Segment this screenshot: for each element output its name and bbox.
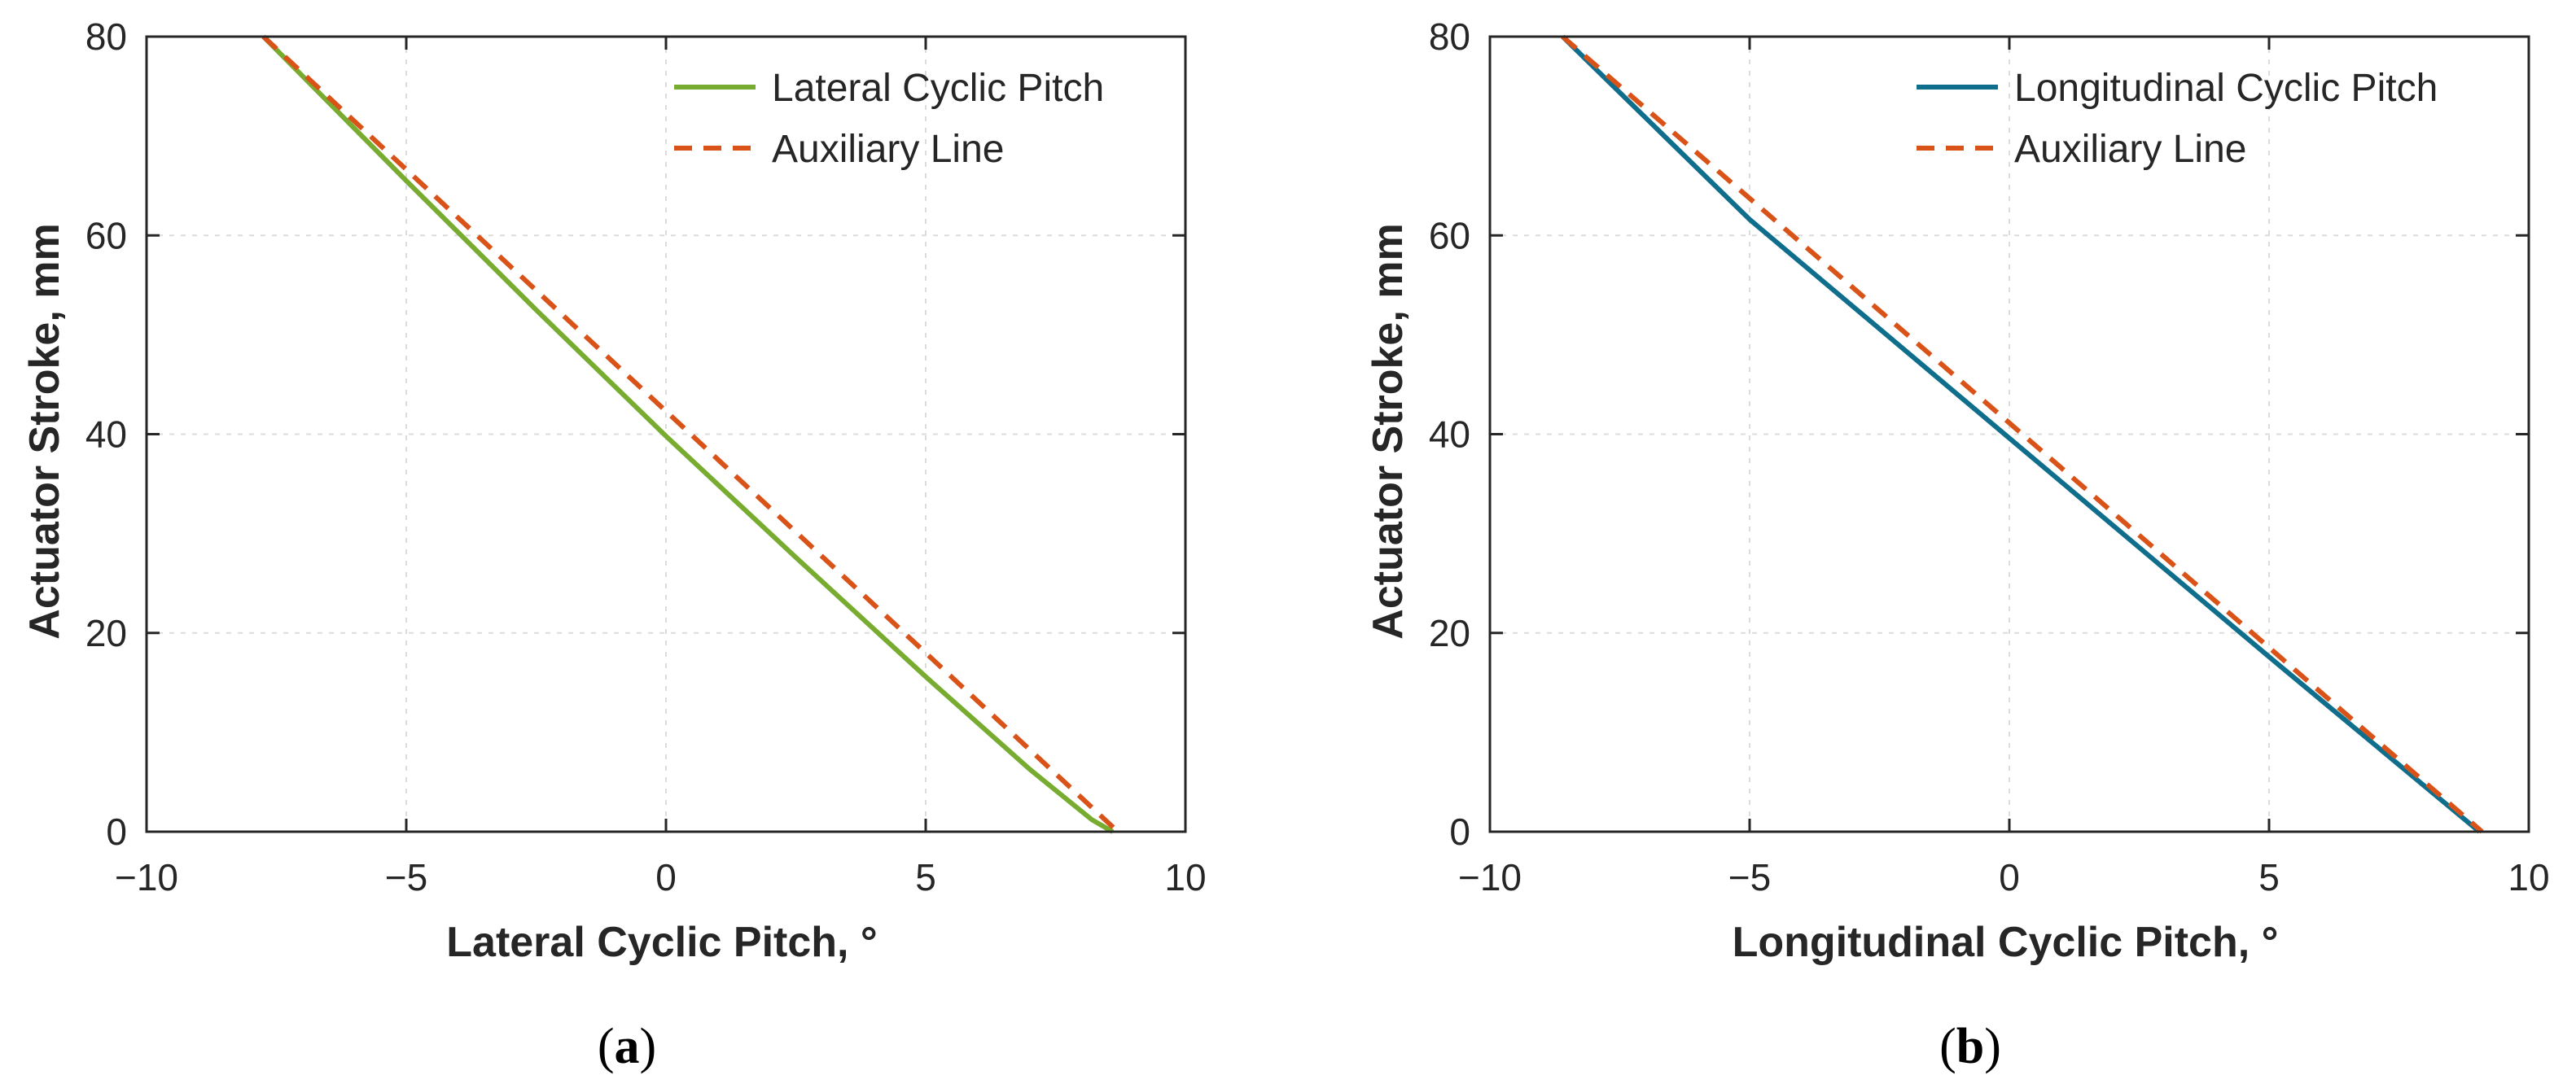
- panel-a-xtick-label: 10: [1164, 856, 1206, 898]
- panel-b-tick-marks: [1488, 35, 2530, 833]
- panel-b-ytick-label: 40: [1429, 413, 1470, 456]
- panel-a-xtick-label: 0: [655, 856, 677, 898]
- panel-b-grid: [1489, 36, 2530, 833]
- panel-a: −10 −5 0 5 10 0 20 40 60 80 Lateral Cycl…: [21, 15, 1207, 1074]
- panel-a-auxiliary-line: [261, 34, 1120, 834]
- panel-a-x-axis-title: Lateral Cyclic Pitch, °: [446, 919, 877, 966]
- panel-a-ytick-label: 0: [106, 811, 127, 853]
- panel-a-y-axis-title: Actuator Stroke, mm: [21, 223, 68, 639]
- panel-a-xtick-label: 5: [915, 856, 936, 898]
- panel-b-xtick-label: −5: [1728, 856, 1771, 898]
- panel-b-y-axis-title: Actuator Stroke, mm: [1365, 223, 1412, 639]
- panel-b-xtick-label: −10: [1458, 856, 1522, 898]
- panel-b-xtick-label: 0: [1999, 856, 2020, 898]
- panel-b-ytick-label: 20: [1429, 612, 1470, 654]
- panel-b-x-axis-title: Longitudinal Cyclic Pitch, °: [1733, 919, 2279, 966]
- panel-b-series: [1561, 34, 2484, 834]
- panel-b-legend: Longitudinal Cyclic Pitch Auxiliary Line: [1917, 67, 2438, 171]
- panel-a-tick-marks: [145, 35, 1187, 833]
- panel-a-legend: Lateral Cyclic Pitch Auxiliary Line: [674, 67, 1104, 171]
- panel-a-ytick-label: 80: [85, 15, 127, 58]
- panel-a-ytick-label: 20: [85, 612, 127, 654]
- panel-b-caption-letter: b: [1956, 1019, 1984, 1074]
- panel-b-ytick-label: 80: [1429, 15, 1470, 58]
- panel-b-legend-label-longitudinal: Longitudinal Cyclic Pitch: [2014, 67, 2438, 110]
- panel-a-lateral-cyclic-pitch-line: [261, 34, 1115, 834]
- panel-b: −10 −5 0 5 10 0 20 40 60 80 Longitudinal…: [1365, 15, 2550, 1074]
- panel-b-xtick-label: 10: [2508, 856, 2549, 898]
- panel-a-xtick-label: −5: [385, 856, 427, 898]
- panel-a-ytick-label: 60: [85, 214, 127, 256]
- panel-a-legend-label-auxiliary: Auxiliary Line: [772, 128, 1004, 171]
- panel-a-legend-label-lateral: Lateral Cyclic Pitch: [772, 67, 1104, 110]
- panel-b-ytick-label: 60: [1429, 214, 1470, 256]
- panel-b-auxiliary-line: [1561, 34, 2484, 834]
- panel-b-caption: (b): [1939, 1019, 2001, 1074]
- panel-b-ytick-label: 0: [1449, 811, 1470, 853]
- panel-b-longitudinal-cyclic-pitch-line: [1561, 34, 2482, 834]
- panel-a-caption-letter: a: [615, 1019, 640, 1074]
- panel-a-series: [261, 34, 1120, 834]
- panel-a-ytick-label: 40: [85, 413, 127, 456]
- panel-b-xtick-label: 5: [2258, 856, 2280, 898]
- panel-b-legend-label-auxiliary: Auxiliary Line: [2014, 128, 2246, 171]
- panel-a-caption: (a): [598, 1019, 656, 1074]
- panel-a-xtick-label: −10: [115, 856, 178, 898]
